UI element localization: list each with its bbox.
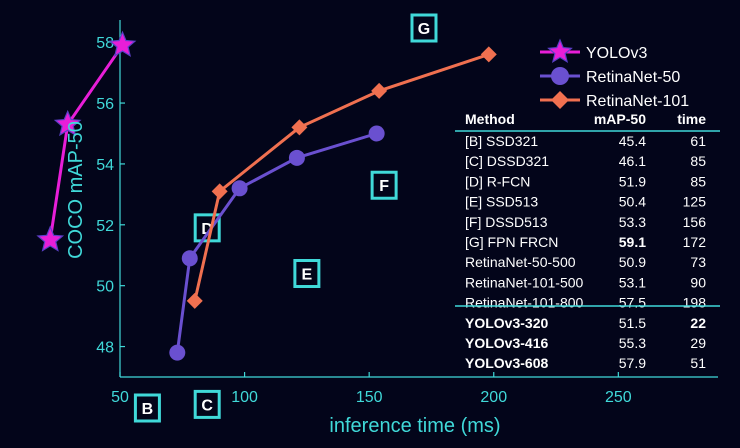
table-cell-map: 50.4 bbox=[619, 194, 646, 210]
table-cell-time: 125 bbox=[683, 194, 707, 210]
table-cell-method: [G] FPN FRCN bbox=[465, 234, 558, 250]
table-cell-map: 45.4 bbox=[619, 133, 646, 149]
data-point-retinanet-50 bbox=[368, 125, 385, 142]
results-table: Method mAP-50 time [B] SSD321 45.4 61 [C] DSSD… bbox=[455, 111, 720, 371]
data-point-yolov3 bbox=[108, 30, 137, 57]
table-cell-map: 57.5 bbox=[619, 295, 646, 311]
point-box-label-b: B bbox=[142, 401, 154, 418]
table-cell-method: RetinaNet-101-800 bbox=[465, 295, 584, 311]
point-box-c bbox=[193, 389, 221, 419]
table-cell-map: 53.1 bbox=[619, 274, 646, 290]
point-box-g bbox=[410, 13, 438, 43]
table-cell-map: 51.9 bbox=[619, 173, 646, 189]
data-point-retinanet-101 bbox=[211, 183, 228, 200]
table-cell-map: 57.9 bbox=[619, 355, 646, 371]
legend-label-retinanet-101: RetinaNet-101 bbox=[586, 93, 689, 110]
legend-marker-yolov3 bbox=[547, 38, 573, 63]
series-group bbox=[36, 30, 497, 361]
point-box-f bbox=[370, 170, 398, 200]
data-point-retinanet-50 bbox=[288, 149, 305, 166]
table-cell-method: YOLOv3-320 bbox=[465, 315, 548, 331]
table-cell-method: [E] SSD513 bbox=[465, 194, 538, 210]
point-box-label-e: E bbox=[302, 267, 313, 284]
data-point-retinanet-101 bbox=[186, 292, 203, 309]
data-point-retinanet-50 bbox=[231, 180, 248, 197]
table-header: time bbox=[677, 111, 706, 127]
table-cell-map: 46.1 bbox=[619, 153, 646, 169]
x-tick-label: 250 bbox=[605, 389, 632, 406]
y-tick-label: 48 bbox=[96, 340, 114, 357]
table-cell-map: 51.5 bbox=[619, 315, 646, 331]
table-cell-time: 172 bbox=[683, 234, 707, 250]
table-cell-method: [F] DSSD513 bbox=[465, 214, 548, 230]
y-tick-label: 52 bbox=[96, 218, 114, 235]
table-cell-method: [B] SSD321 bbox=[465, 133, 538, 149]
point-label-boxes: B C D E F G bbox=[133, 13, 438, 423]
x-tick-label: 150 bbox=[356, 389, 383, 406]
table-cell-method: [D] R-FCN bbox=[465, 173, 530, 189]
point-box-label-c: C bbox=[201, 397, 213, 414]
data-point-retinanet-101 bbox=[371, 82, 388, 99]
table-cell-map: 53.3 bbox=[619, 214, 646, 230]
table-cell-time: 85 bbox=[690, 153, 706, 169]
table-cell-map: 59.1 bbox=[619, 234, 646, 250]
y-tick-label: 54 bbox=[96, 157, 114, 174]
table-cell-method: YOLOv3-416 bbox=[465, 335, 548, 351]
data-point-retinanet-50 bbox=[169, 344, 186, 361]
data-point-retinanet-101 bbox=[480, 46, 497, 63]
table-cell-method: RetinaNet-101-500 bbox=[465, 274, 584, 290]
table-cell-time: 51 bbox=[690, 355, 706, 371]
point-box-label-d: D bbox=[201, 221, 213, 238]
point-box-label-f: F bbox=[379, 178, 389, 195]
data-point-yolov3 bbox=[53, 109, 82, 137]
legend: YOLOv3 RetinaNet-50 RetinaNet-101 bbox=[540, 38, 689, 110]
series-line-retinanet-101 bbox=[193, 52, 490, 302]
y-tick-label: 56 bbox=[96, 96, 114, 113]
table-cell-time: 73 bbox=[690, 254, 706, 270]
x-tick-label: 100 bbox=[231, 389, 258, 406]
y-tick-label: 58 bbox=[96, 35, 114, 52]
legend-marker-retinanet-101 bbox=[551, 91, 569, 109]
point-box-label-g: G bbox=[418, 21, 430, 38]
y-axis-label: COCO mAP-50 bbox=[65, 121, 87, 259]
table-cell-time: 198 bbox=[683, 295, 707, 311]
table-cell-map: 50.9 bbox=[619, 254, 646, 270]
legend-marker-retinanet-50 bbox=[551, 67, 569, 85]
table-cell-time: 85 bbox=[690, 173, 706, 189]
table-cell-map: 55.3 bbox=[619, 335, 646, 351]
legend-label-retinanet-50: RetinaNet-50 bbox=[586, 69, 680, 86]
x-tick-label: 200 bbox=[480, 389, 507, 406]
table-header: mAP-50 bbox=[594, 111, 646, 127]
point-box-b bbox=[133, 393, 161, 423]
y-tick-label: 50 bbox=[96, 279, 114, 296]
data-point-retinanet-50 bbox=[181, 250, 198, 267]
data-point-yolov3 bbox=[36, 225, 65, 252]
x-tick-label: 50 bbox=[111, 389, 129, 406]
table-cell-method: YOLOv3-608 bbox=[465, 355, 548, 371]
x-axis-label: inference time (ms) bbox=[329, 415, 500, 437]
table-cell-method: RetinaNet-50-500 bbox=[465, 254, 576, 270]
axes: 50 100 150 200 250 48 50 52 54 56 58 bbox=[96, 20, 718, 406]
table-cell-time: 61 bbox=[690, 133, 706, 149]
point-box-e bbox=[293, 259, 321, 289]
data-point-retinanet-101 bbox=[291, 119, 308, 136]
table-cell-time: 29 bbox=[690, 335, 706, 351]
table-cell-time: 156 bbox=[683, 214, 707, 230]
legend-label-yolov3: YOLOv3 bbox=[586, 45, 647, 62]
table-cell-time: 22 bbox=[690, 315, 706, 331]
table-cell-time: 90 bbox=[690, 274, 706, 290]
table-header: Method bbox=[465, 111, 515, 127]
table-cell-method: [C] DSSD321 bbox=[465, 153, 549, 169]
